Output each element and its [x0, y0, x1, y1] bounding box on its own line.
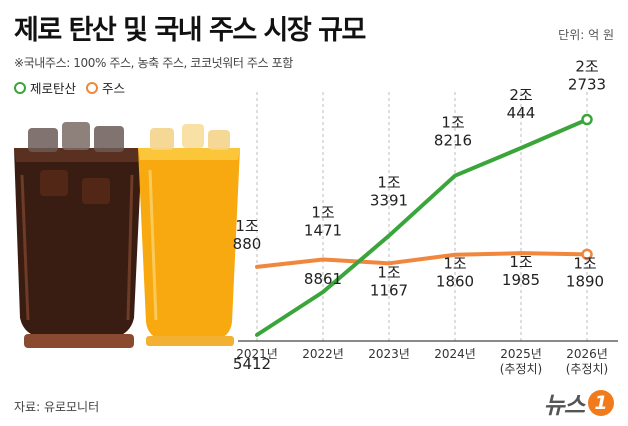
x-tick-labels: 2021년 2022년 2023년 2024년 2025년 (추정치) 2026년 (추정치): [236, 347, 608, 376]
x-tick-label-5: 2026년 (추정치): [566, 347, 608, 376]
cola-glass-illustration: [14, 122, 142, 348]
data-label-0-5: 2조 2733: [568, 58, 606, 94]
chart-note: ※국내주스: 100% 주스, 농축 주스, 코코넛워터 주스 포함: [14, 56, 293, 70]
x-tick-label-3: 2024년: [434, 347, 476, 361]
data-label-0-1: 8861: [304, 270, 342, 288]
legend-zero-soda: 제로탄산: [14, 78, 76, 97]
data-label-0-4: 2조 444: [507, 86, 536, 122]
x-tick-label-0: 2021년: [236, 347, 278, 361]
data-label-1-4: 1조 1985: [502, 253, 540, 289]
logo-text: 뉴스: [543, 393, 585, 419]
data-label-0-0: 5412: [233, 355, 271, 373]
data-label-1-0: 1조 880: [233, 217, 262, 253]
data-label-1-3: 1조 1860: [436, 255, 474, 291]
legend-juice: 주스: [86, 78, 125, 97]
end-marker-1: [581, 248, 593, 261]
x-tick-label-2: 2023년: [368, 347, 410, 361]
end-marker-0: [581, 113, 593, 126]
x-tick-label-1: 2022년: [302, 347, 344, 361]
news1-logo: 뉴스 1: [544, 386, 614, 420]
data-label-1-5: 1조 1890: [566, 254, 604, 290]
data-labels: 5412 8861 1조 3391 1조 8216 2조 444 2조 2733 1조 880 1조 14…: [233, 58, 606, 373]
source-note: 자료: 유로모니터: [14, 400, 100, 414]
data-label-1-2: 1조 1167: [370, 263, 408, 299]
chart-title: 제로 탄산 및 국내 주스 시장 규모: [14, 15, 366, 46]
data-label-0-3: 1조 8216: [434, 114, 472, 150]
series-juice: [255, 248, 593, 269]
data-label-0-2: 1조 3391: [370, 174, 408, 210]
series-line-0: [255, 117, 589, 337]
legend-zero-soda-marker: [14, 81, 26, 94]
unit-label: 단위: 억 원: [558, 28, 614, 42]
data-label-1-1: 1조 1471: [304, 204, 342, 240]
legend-juice-marker: [86, 81, 99, 94]
legend-zero-soda-label: 제로탄산: [30, 81, 77, 96]
juice-glass-illustration: [138, 124, 240, 346]
legend-juice-label: 주스: [102, 81, 126, 96]
series-line-1: [255, 251, 589, 269]
series-zero-soda: [255, 113, 593, 337]
x-tick-label-4: 2025년 (추정치): [500, 347, 542, 376]
logo-badge: 1: [588, 390, 614, 416]
legend: 제로탄산 주스: [14, 78, 125, 97]
